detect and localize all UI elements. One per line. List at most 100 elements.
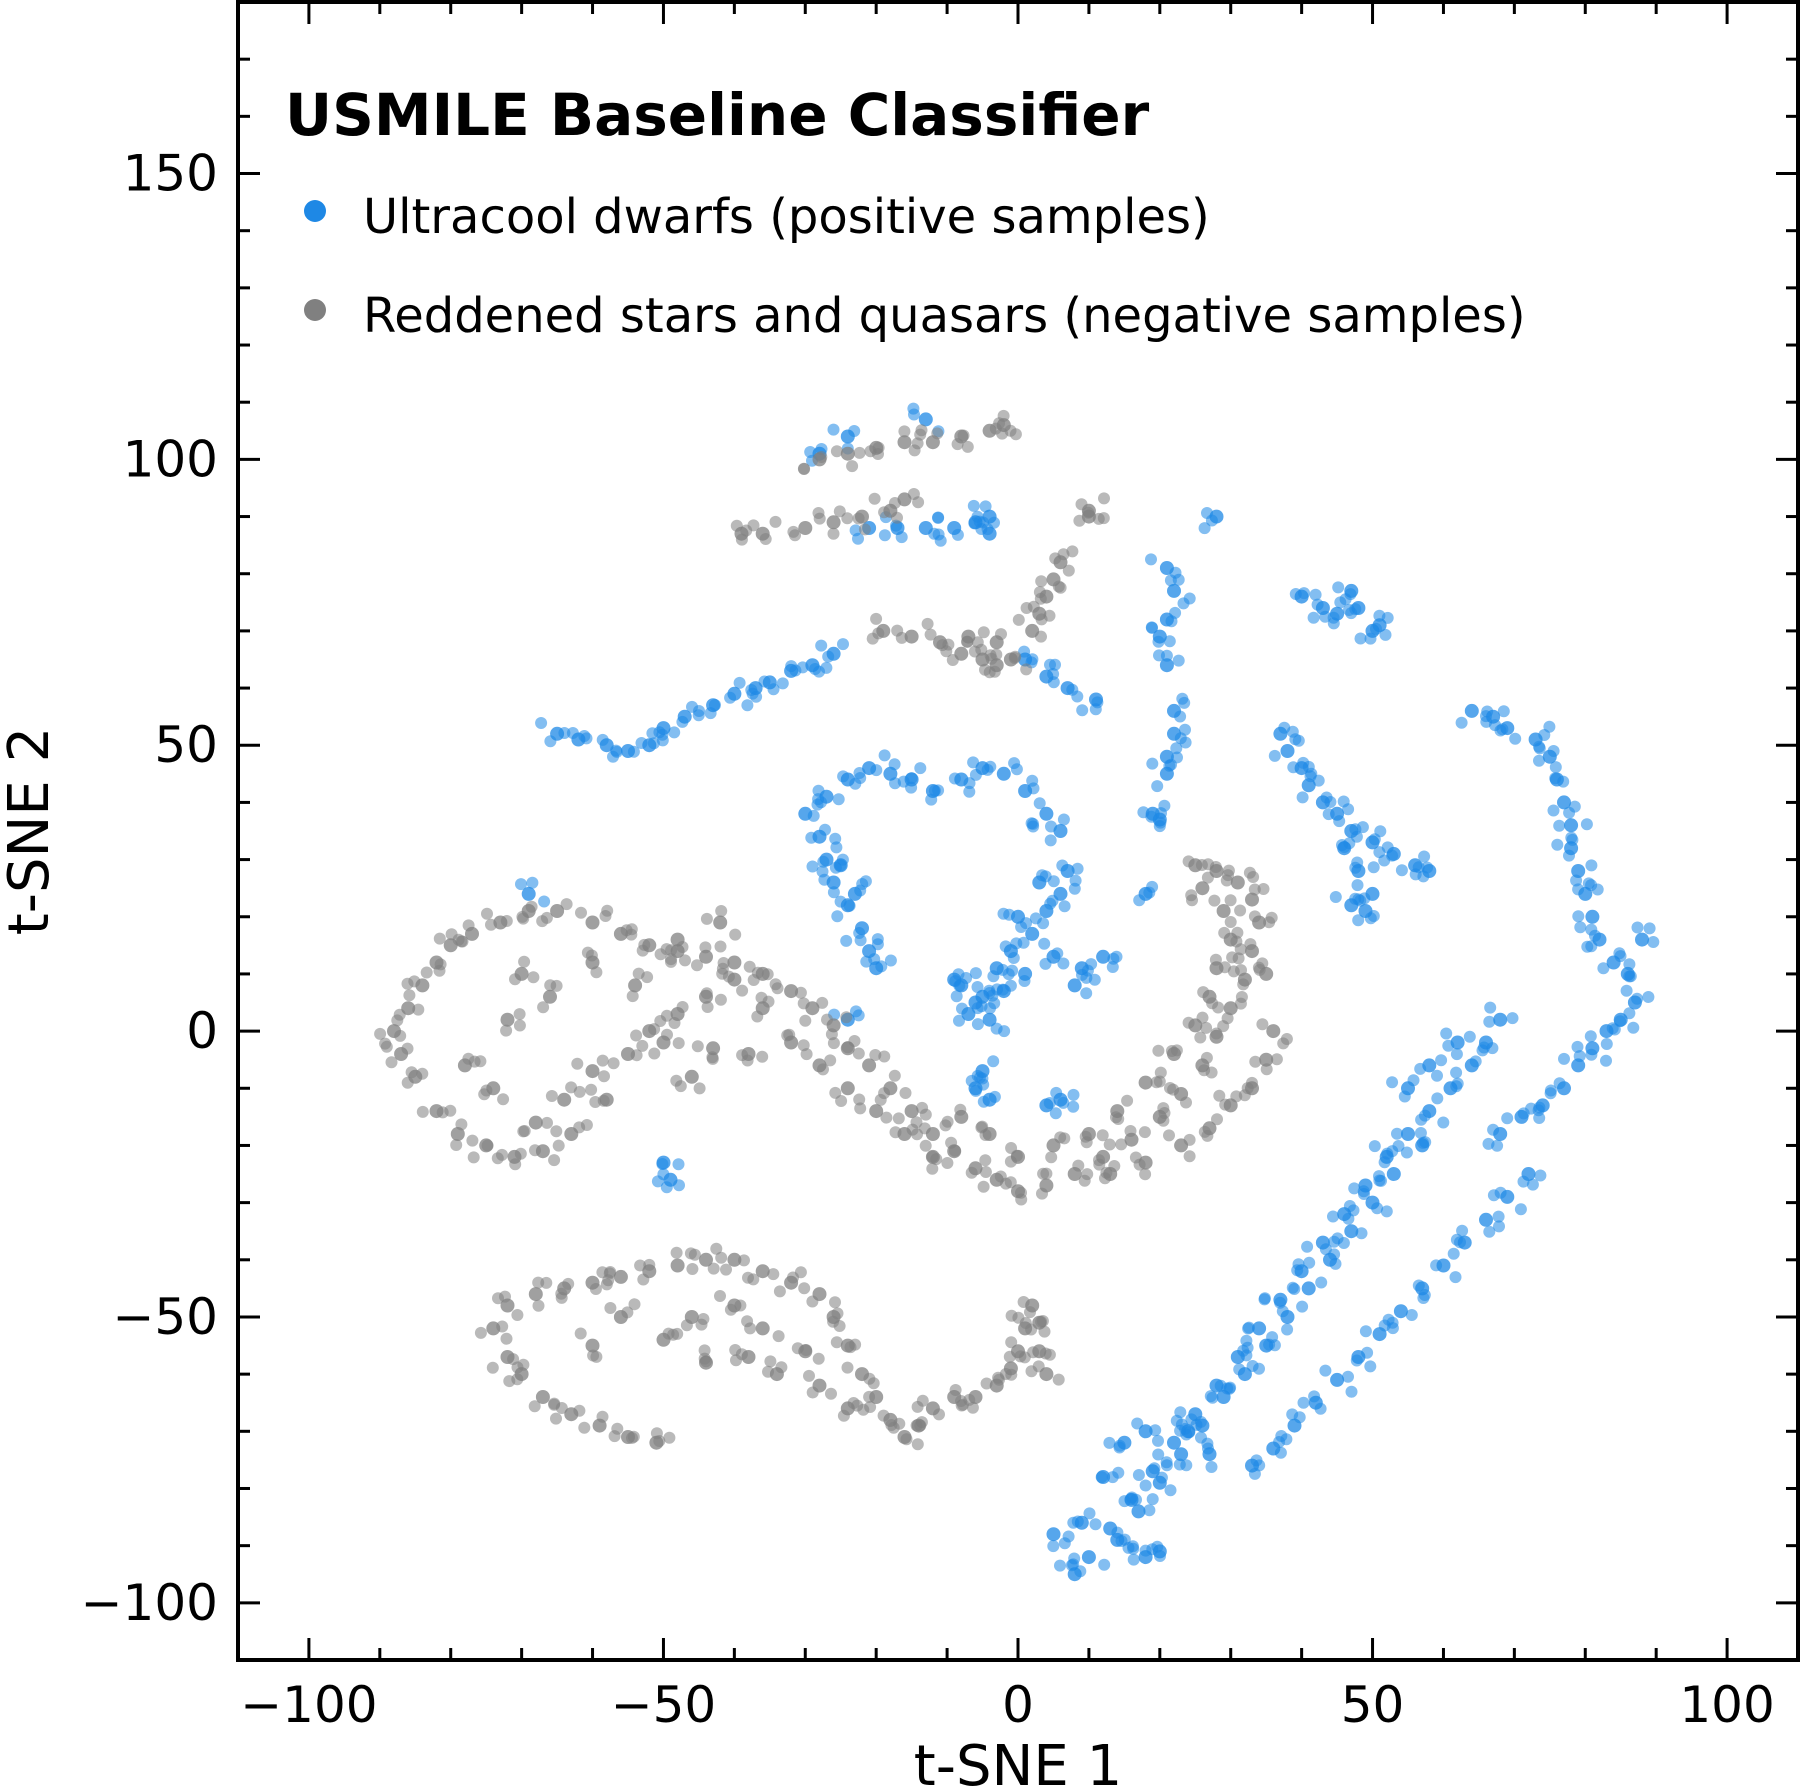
point-positive-179-1 [1204,1390,1217,1403]
point-positive-192-2 [1183,1426,1196,1439]
point-positive-126-1 [1585,1048,1598,1061]
point-negative-178-2 [825,1387,837,1400]
point-positive-8-0 [741,699,754,712]
point-positive-127-2 [1544,1087,1557,1100]
point-negative-130-1 [736,1049,749,1062]
point-positive-191-0 [1127,1553,1140,1566]
point-negative-70-2 [1235,964,1247,977]
point-negative-179-1 [837,1409,850,1422]
point-negative-4-0 [931,427,944,440]
point-positive-131-0 [1484,1001,1497,1014]
point-negative-13-1 [891,511,903,524]
point-positive-161-2 [1361,1346,1374,1359]
point-negative-174-0 [772,1330,785,1343]
point-negative-107-0 [1197,986,1210,999]
point-negative-75-2 [1222,869,1234,882]
point-positive-109-2 [1543,720,1556,733]
point-positive-176-0 [1276,1305,1289,1318]
point-negative-144 [528,1287,543,1302]
point-positive-53-2 [1029,912,1042,925]
point-negative-151-2 [720,1263,732,1276]
point-positive-148-2 [1132,1469,1145,1481]
point-negative-183-2 [628,1298,641,1311]
point-negative-169-2 [1017,1296,1030,1308]
point-positive-123-0 [1627,1021,1640,1034]
point-negative-70-0 [1237,978,1250,991]
point-positive-174-2 [1329,1257,1342,1270]
point-positive-188-1 [1103,1436,1116,1449]
point-positive-10-0 [758,675,771,688]
point-negative-51-1 [840,1011,853,1024]
point-positive-149-2 [1130,1493,1142,1506]
point-positive-155-0 [1493,1220,1505,1233]
point-negative-0-1 [815,451,828,463]
point-positive-169-0 [1407,1074,1420,1087]
point-positive-48-1 [971,1018,984,1031]
point-positive-110-2 [1533,754,1545,767]
point-positive-40-0 [831,910,844,923]
point-positive-160-2 [1359,1325,1372,1338]
point-negative-156-0 [830,1336,843,1349]
point-negative-61-2 [1040,1167,1053,1180]
point-negative-69-1 [1221,1012,1234,1025]
point-positive-97-2 [1368,833,1381,846]
point-negative-15-1 [921,617,934,630]
point-positive-29-1 [914,762,927,775]
x-tick-label-50: 50 [1341,1676,1405,1734]
x-tick-label--100: −100 [240,1676,377,1734]
point-positive-115 [1571,864,1586,878]
point-negative-46-1 [691,959,703,972]
point-positive-34-2 [1026,774,1039,787]
point-negative-111-1 [1201,871,1214,884]
point-positive-68-2 [1066,683,1079,696]
point-positive-81-2 [1153,820,1166,833]
point-positive-33 [996,766,1011,781]
point-negative-21-2 [971,636,984,649]
point-positive-13-2 [815,639,828,652]
point-positive-93-2 [1296,791,1309,804]
point-positive-147-0 [1152,1448,1165,1461]
point-negative-32-1 [380,1040,393,1053]
point-negative-52-1 [848,1035,861,1047]
point-positive-77-2 [1179,723,1191,736]
point-positive-189-1 [1152,1434,1164,1447]
point-negative-117-2 [1201,1129,1214,1142]
point-positive-58-2 [1057,957,1070,970]
point-negative-68-2 [1210,1027,1223,1040]
point-negative-109-2 [1218,926,1231,939]
point-negative-156-2 [844,1341,857,1354]
point-negative-176-2 [775,1361,788,1374]
point-positive-198-2 [971,1069,984,1082]
point-negative-150-0 [707,1262,720,1275]
point-positive-19-0 [979,500,992,513]
point-negative-29-1 [1098,492,1110,505]
point-negative-8-0 [730,519,743,532]
point-positive-31-1 [963,785,976,798]
point-positive-45-2 [859,875,872,888]
point-positive-185-1 [1062,1530,1075,1543]
point-positive-173-2 [1355,1227,1368,1240]
point-negative-7-2 [1004,424,1017,437]
point-positive-112 [1557,795,1571,810]
point-positive-98-2 [1373,846,1386,859]
point-negative-116-0 [1213,1089,1226,1102]
point-positive-134-0 [1431,1092,1444,1105]
point-positive-163-2 [1314,1402,1327,1415]
point-positive-114-1 [1563,849,1575,862]
point-positive-83-0 [1309,588,1322,601]
point-positive-125-2 [1600,1038,1613,1050]
point-positive-144-2 [1237,1344,1250,1357]
point-positive-36-2 [1045,820,1057,833]
point-negative-126-2 [518,1125,531,1137]
point-negative-126 [528,1115,543,1130]
point-positive-199-2 [977,1095,990,1108]
point-negative-152-0 [767,1268,780,1281]
point-positive-7-0 [693,705,705,717]
point-positive-102-2 [1349,861,1362,874]
axes-frame [236,0,1800,1662]
point-negative-36-2 [420,966,433,979]
point-negative-32-0 [401,1042,414,1055]
point-positive-141-2 [1291,1264,1304,1277]
point-negative-10-2 [787,525,800,538]
point-negative-124-2 [462,1052,475,1065]
